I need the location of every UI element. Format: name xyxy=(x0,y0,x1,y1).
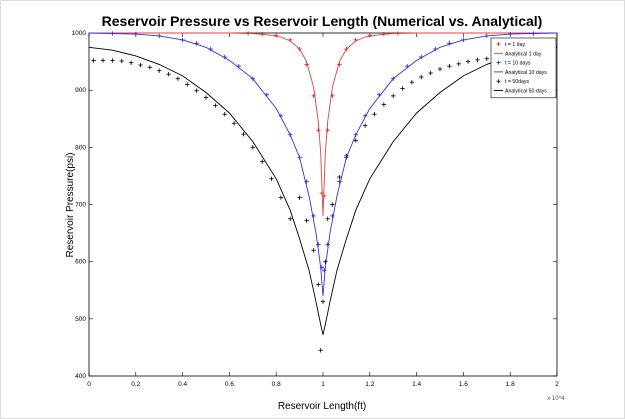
series-t-50days-point xyxy=(110,58,115,63)
x-tick-label: 1.6 xyxy=(459,381,468,388)
series-t-50days-point xyxy=(213,103,218,108)
series-t-50days-point xyxy=(100,58,106,63)
legend-entry-label: Analytical 50 days xyxy=(505,89,547,95)
series-t-50days-point xyxy=(456,61,461,67)
series-t-50days-point xyxy=(325,216,330,221)
series-t-10-days-point xyxy=(321,268,327,273)
series-t-50days-point xyxy=(311,248,316,253)
y-tick-label: 1000 xyxy=(72,30,87,37)
legend: t = 1 day Analytical 1 day t = 10 days Anal… xyxy=(490,37,557,99)
series-t-50days-point xyxy=(241,131,246,137)
series-t-50days-point xyxy=(337,174,342,180)
x-axis-exponent: x 10^4 xyxy=(547,396,565,402)
series-t-1-day-point xyxy=(367,33,372,38)
x-tick-label: 2 xyxy=(555,381,559,388)
series-t-50days-point xyxy=(344,153,349,159)
chart-title: Reservoir Pressure vs Reservoir Length (… xyxy=(102,13,543,29)
x-tick-label: 1.8 xyxy=(506,381,515,388)
series-t-50days-point xyxy=(231,121,237,126)
x-tick-label: 1 xyxy=(321,381,325,388)
series-t-50days-point xyxy=(175,76,181,81)
y-axis-label: Reservoir Pressure(psi) xyxy=(65,152,76,257)
series-t-50days-point xyxy=(475,57,480,63)
series-t-10-days-point xyxy=(330,213,335,219)
x-tick-label: 0 xyxy=(87,381,91,388)
series-t-50days-point xyxy=(323,259,328,264)
legend-entry-label: Analytical 10 days xyxy=(505,70,547,76)
series-t-50days-point xyxy=(316,282,321,287)
series-t-50days-point xyxy=(128,60,134,65)
series-t-50days-point xyxy=(437,66,443,72)
series-t-50days-point xyxy=(318,348,323,353)
series-t-50days-point xyxy=(419,74,424,80)
series-t-10-days-point xyxy=(316,242,321,247)
legend-entry-label: Analytical 1 day xyxy=(505,51,542,57)
series-t-50days-point xyxy=(203,95,209,100)
series-t-10-days-point xyxy=(311,213,316,219)
series-t-50days-point xyxy=(428,70,433,76)
y-tick-label: 900 xyxy=(75,87,86,94)
series-t-50days-point xyxy=(185,82,190,87)
legend-entry-label: t = 10 days xyxy=(505,61,531,67)
series-t-50days-point xyxy=(194,88,199,93)
y-tick-label: 400 xyxy=(75,373,86,380)
series-t-50days-point xyxy=(304,218,309,223)
series-analytical-10-days-line xyxy=(88,32,558,297)
x-tick-label: 1.4 xyxy=(412,381,421,388)
series-t-50days-point xyxy=(91,58,96,63)
series-t-50days-point xyxy=(372,111,377,117)
series-t-50days-point xyxy=(222,111,227,117)
series-t-50days-point xyxy=(381,102,387,107)
series-t-50days-point xyxy=(269,176,274,181)
legend-box xyxy=(490,37,557,99)
series-t-50days-point xyxy=(465,59,471,64)
x-tick-label: 0.4 xyxy=(178,381,187,388)
series-t-50days-point xyxy=(166,71,171,77)
series-t-50days-point xyxy=(138,62,143,68)
series-t-50days-point xyxy=(391,93,396,99)
series-t-1-day-point xyxy=(274,33,279,38)
x-tick-label: 0.2 xyxy=(131,381,140,388)
plot-area: 0 0.2 0.4 0.6 0.8 1 1.2 1.4 1.6 1.8 2 400 500 600 700 8… xyxy=(72,30,560,388)
series-analytical-1-day-line xyxy=(89,32,557,216)
y-tick-label: 500 xyxy=(75,316,86,323)
series-t-50days-point xyxy=(400,86,405,91)
series-t-50days-point xyxy=(157,68,162,73)
series-t-50days-point xyxy=(362,123,368,128)
series-t-1-day-point xyxy=(325,127,330,133)
series-t-50days-point xyxy=(330,202,335,207)
series-t-50days-point xyxy=(147,65,153,70)
series-t-1-day-point xyxy=(316,127,321,133)
series-t-50days-point xyxy=(447,63,452,69)
series-t-50days-point xyxy=(119,58,124,64)
x-tick-label: 0.6 xyxy=(225,381,234,388)
series-t-50days-point xyxy=(288,216,293,221)
series-t-50days-point xyxy=(259,159,265,164)
x-tick-label: 0.8 xyxy=(272,381,281,388)
y-tick-label: 600 xyxy=(75,259,86,266)
y-tick-label: 800 xyxy=(75,144,86,151)
series-t-50days-point xyxy=(409,79,415,85)
series-t-50days-point xyxy=(353,138,358,143)
y-tick-label: 700 xyxy=(75,202,86,209)
series-t-10-days-point xyxy=(325,242,330,247)
series-t-50days-point xyxy=(250,145,255,150)
series-analytical-50-days-line xyxy=(88,46,558,335)
x-axis-label: Reservoir Length(ft) xyxy=(278,401,366,412)
legend-entry-label: t = 1 day xyxy=(505,42,525,48)
series-t-50days-point xyxy=(484,56,489,61)
series-t-50days-point xyxy=(320,299,326,304)
x-tick-label: 1.2 xyxy=(365,381,374,388)
legend-entry-label: t = 50days xyxy=(505,79,529,85)
series-t-50days-point xyxy=(297,195,302,200)
series-t-50days-point xyxy=(278,195,284,200)
